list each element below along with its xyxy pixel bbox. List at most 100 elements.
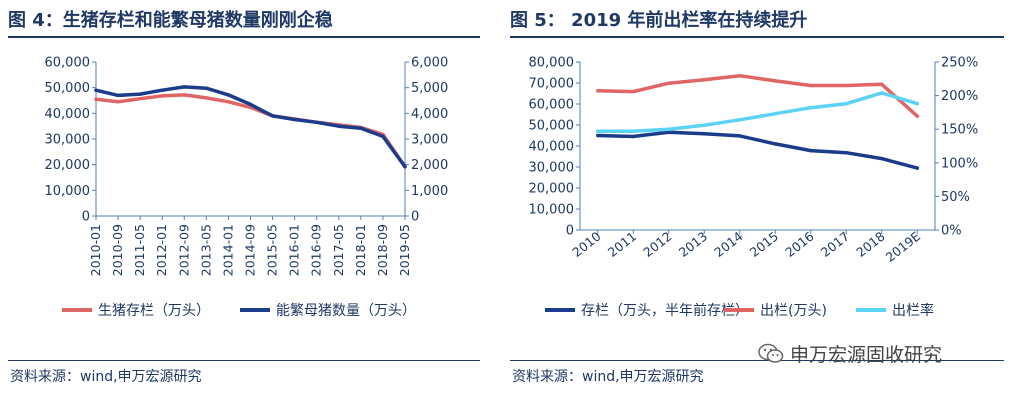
- fig4-x-tick-label: 2018-01: [353, 224, 368, 276]
- fig5-x-tick-label: 2012: [640, 229, 674, 260]
- fig5-right-tick-label: 100%: [941, 156, 978, 171]
- watermark: 申万宏源固收研究: [758, 340, 942, 367]
- fig5-left-tick-label: 0: [566, 224, 574, 239]
- fig5-series-1-line: [596, 130, 920, 170]
- fig5-series-3-point: [738, 118, 742, 122]
- fig4-series-2-point: [138, 92, 142, 96]
- figure-4-top-rule: [8, 36, 480, 38]
- fig5-series-1-point: [880, 156, 884, 161]
- fig4-series-2-point: [182, 85, 186, 89]
- fig4-left-tick-label: 10,000: [45, 184, 91, 199]
- figure-4-chart: 0 10,000 20,000 30,000 40,000 50,000 60,000 0 1,…: [45, 56, 449, 320]
- fig4-series-1-point: [94, 97, 98, 101]
- fig4-series-1-point: [116, 100, 120, 104]
- fig5-series-2-point: [631, 89, 635, 94]
- fig5-left-tick-label: 80,000: [529, 56, 575, 71]
- fig4-series-1-point: [226, 100, 231, 104]
- fig5-x-tick-label: 2011: [605, 229, 639, 260]
- figure-5-source: 资料来源：wind,申万宏源研究: [512, 369, 704, 385]
- figure-4-title: 图 4：生猪存栏和能繁母猪数量刚刚企稳: [8, 10, 333, 31]
- fig5-x-tick-label: 2019E: [883, 228, 924, 264]
- fig5-left-tick-label: 20,000: [529, 182, 575, 197]
- fig5-series-3-point: [667, 127, 671, 131]
- fig5-series-3-point: [702, 123, 706, 127]
- fig5-right-tick-label: 200%: [941, 89, 978, 104]
- fig5-series-1-point: [809, 148, 813, 153]
- fig4-left-tick-label: 40,000: [45, 107, 91, 122]
- fig5-left-tick-label: 50,000: [529, 119, 575, 134]
- fig4-right-tick-label: 2,000: [411, 158, 448, 173]
- fig4-right-tick-label: 5,000: [411, 81, 448, 96]
- fig5-series-3-point: [773, 112, 777, 116]
- fig4-x-tick-label: 2017-05: [331, 224, 346, 276]
- fig4-series-2-point: [315, 120, 319, 125]
- fig5-legend-label-3: 出栏率: [892, 302, 934, 319]
- fig5-series-1-point: [844, 151, 848, 155]
- fig5-left-tick-label: 70,000: [529, 77, 575, 92]
- fig5-series-1-point: [702, 132, 706, 136]
- fig4-x-tick-label: 2012-01: [154, 224, 169, 276]
- fig4-x-tick-label: 2013-05: [198, 224, 213, 276]
- fig5-series-3-point: [631, 129, 635, 133]
- figure-4-source: 资料来源：wind,申万宏源研究: [10, 369, 202, 385]
- fig4-left-tick-label: 20,000: [45, 158, 91, 173]
- fig5-right-tick-label: 0%: [941, 224, 962, 239]
- fig5-left-tick-label: 60,000: [529, 98, 575, 113]
- fig4-series-2-point: [403, 165, 407, 169]
- fig4-series-2-point: [292, 117, 297, 122]
- fig4-right-tick-label: 3,000: [411, 133, 448, 148]
- fig5-right-tick-label: 50%: [941, 190, 970, 205]
- watermark-text: 申万宏源固收研究: [790, 344, 943, 366]
- fig4-left-tick-label: 50,000: [45, 81, 91, 96]
- wechat-icon: [758, 343, 784, 363]
- fig4-series-1-point: [182, 93, 186, 97]
- fig5-x-tick-label: 2017: [818, 229, 852, 260]
- figure-5-title: 图 5： 2019 年前出栏率在持续提升: [510, 10, 808, 31]
- fig5-series-2-point: [702, 78, 706, 82]
- fig5-series-1-point: [596, 133, 600, 138]
- fig4-x-tick-label: 2012-09: [176, 224, 191, 276]
- fig4-right-tick-label: 0: [411, 210, 419, 225]
- fig4-x-tick-label: 2014-09: [243, 224, 258, 276]
- fig4-series-2-point: [116, 93, 120, 98]
- figure-5-top-rule: [510, 36, 1004, 38]
- fig4-series-1-point: [204, 96, 209, 100]
- fig4-right-tick-label: 4,000: [411, 107, 448, 122]
- fig5-series-1-point: [738, 134, 742, 138]
- fig5-left-tick-label: 30,000: [529, 161, 575, 176]
- fig5-x-tick-label: 2016: [782, 229, 816, 260]
- fig5-series-3-point: [844, 102, 848, 106]
- fig5-x-tick-label: 2010: [569, 229, 603, 260]
- fig4-x-tick-label: 2010-09: [110, 224, 125, 276]
- fig5-right-tick-label: 150%: [941, 123, 978, 138]
- fig4-x-tick-label: 2019-05: [397, 224, 412, 276]
- fig4-series-2-point: [359, 126, 363, 130]
- fig5-series-2-point: [773, 79, 777, 83]
- fig4-series-2-point: [204, 86, 209, 90]
- fig5-series-2-point: [596, 89, 600, 93]
- fig5-series-2-point: [844, 83, 848, 88]
- fig4-x-tick-label: 2011-05: [132, 224, 147, 276]
- figure-5-chart: 0 10,000 20,000 30,000 40,000 50,000 60,000 70,…: [529, 56, 979, 320]
- fig5-series-3-line: [596, 91, 920, 133]
- fig4-series-2-point: [160, 88, 164, 92]
- fig4-left-tick-label: 30,000: [45, 133, 91, 148]
- fig4-right-tick-label: 1,000: [411, 184, 448, 199]
- fig5-series-1-point: [773, 142, 777, 146]
- fig5-series-2-point: [738, 74, 742, 78]
- fig5-series-2-line: [596, 73, 920, 118]
- fig4-series-2-point: [226, 93, 231, 97]
- fig4-series-2-point: [94, 88, 98, 92]
- fig5-legend-label-1: 存栏（万头，半年前存栏）: [581, 302, 749, 319]
- fig5-x-tick-label: 2014: [711, 229, 745, 260]
- fig5-series-1-point: [667, 130, 671, 134]
- figure-4-bottom-rule: [8, 360, 480, 361]
- fig5-left-tick-label: 10,000: [529, 203, 575, 218]
- fig5-x-tick-label: 2018: [853, 229, 887, 260]
- fig5-series-3-point: [915, 102, 919, 106]
- fig4-series-2-point: [248, 102, 253, 107]
- fig5-series-3-point: [809, 106, 813, 110]
- fig4-right-tick-label: 6,000: [411, 56, 448, 71]
- fig5-series-3-point: [880, 91, 884, 95]
- fig5-series-2-point: [809, 83, 813, 88]
